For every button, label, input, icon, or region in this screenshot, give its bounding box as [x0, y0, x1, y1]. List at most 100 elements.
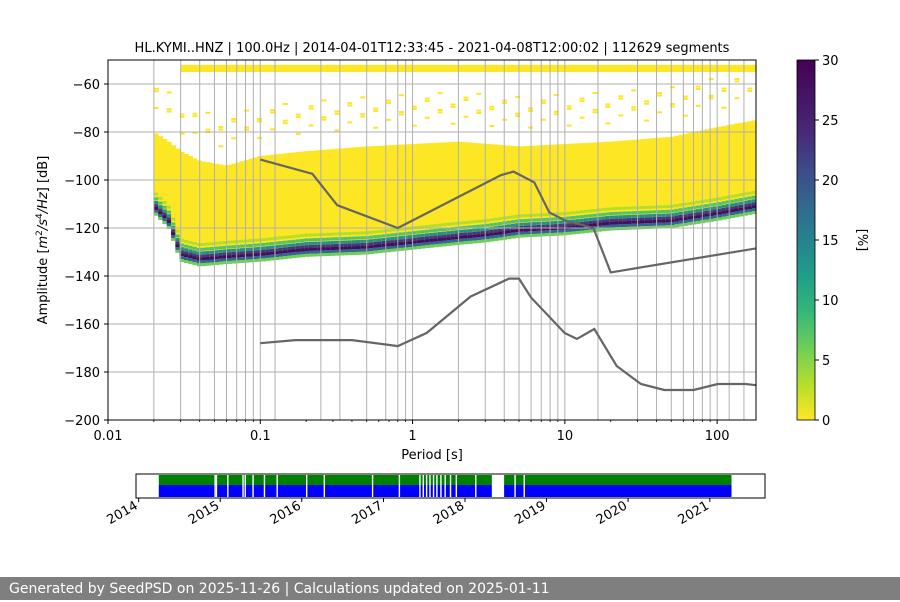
- density-scatter-cell: [605, 103, 611, 106]
- density-body-cell: [601, 141, 607, 225]
- density-mode-cell: [343, 243, 348, 247]
- noise-model-line-low: [260, 277, 756, 392]
- density-mode-cell: [751, 190, 756, 194]
- density-mode-cell: [519, 219, 525, 223]
- density-mode-cell: [308, 233, 314, 237]
- density-mode-cell: [381, 246, 387, 250]
- timeline-gap: [444, 475, 446, 497]
- density-scatter-cell: [153, 87, 159, 90]
- density-mode-cell: [295, 248, 301, 252]
- density-mode-cell: [730, 215, 736, 219]
- density-body-cell: [355, 147, 361, 249]
- density-mode-cell: [153, 207, 159, 210]
- timeline-gap: [425, 475, 428, 497]
- density-body-cell: [433, 142, 439, 241]
- density-mode-cell: [657, 219, 662, 223]
- density-mode-cell: [201, 260, 207, 264]
- density-mode-cell: [325, 241, 331, 245]
- density-mode-cell: [583, 221, 589, 225]
- density-mode-cell: [239, 257, 245, 261]
- density-body-cell: [463, 142, 469, 238]
- density-mode-cell: [321, 247, 327, 251]
- density-mode-cell: [209, 242, 215, 246]
- density-mode-cell: [433, 244, 439, 248]
- density-mode-cell: [291, 239, 297, 243]
- density-mode-cell: [459, 241, 465, 245]
- density-mode-cell: [295, 242, 301, 246]
- density-scatter-cell: [424, 100, 430, 103]
- density-mode-cell: [446, 234, 452, 238]
- density-mode-cell: [506, 230, 512, 234]
- density-mode-cell: [614, 227, 619, 231]
- density-scatter-cell: [437, 92, 443, 95]
- density-scatter-cell: [399, 94, 404, 97]
- density-mode-cell: [485, 227, 490, 231]
- density-mode-cell: [304, 253, 310, 257]
- density-mode-cell: [708, 218, 714, 222]
- colorbar-ticks: 0 5 10 15 20 25 30: [815, 54, 839, 429]
- density-mode-cell: [416, 225, 422, 229]
- density-mode-cell: [235, 254, 241, 258]
- density-mode-cell: [192, 242, 198, 246]
- density-body-cell: [257, 156, 262, 256]
- density-scatter-cell: [553, 113, 559, 116]
- density-mode-cell: [721, 207, 727, 211]
- density-mode-cell: [420, 233, 426, 237]
- density-mode-cell: [609, 215, 615, 219]
- density-scatter-cell: [360, 96, 366, 99]
- density-body-cell: [153, 133, 159, 210]
- density-scatter-cell: [644, 100, 650, 103]
- density-mode-cell: [472, 237, 478, 241]
- density-body-cell: [377, 145, 383, 247]
- density-top-band: [180, 64, 756, 72]
- density-mode-cell: [437, 232, 443, 236]
- density-mode-cell: [669, 204, 675, 208]
- density-mode-cell: [695, 215, 701, 219]
- density-mode-cell: [510, 223, 516, 227]
- density-mode-cell: [549, 232, 555, 236]
- density-mode-cell: [476, 240, 482, 244]
- density-mode-cell: [355, 236, 361, 240]
- density-mode-cell: [287, 240, 293, 244]
- density-mode-cell: [648, 223, 654, 226]
- timeline-gap: [323, 475, 326, 497]
- density-mode-cell: [386, 243, 391, 247]
- density-mode-cell: [575, 215, 581, 219]
- density-scatter-cell: [605, 105, 611, 108]
- density-mode-cell: [222, 255, 228, 259]
- density-scatter-cell: [631, 108, 637, 111]
- density-mode-cell: [618, 218, 624, 222]
- density-mode-cell: [721, 213, 727, 217]
- density-mode-cell: [476, 237, 482, 241]
- density-mode-cell: [312, 233, 318, 237]
- density-mode-cell: [751, 195, 756, 199]
- timeline-gap: [455, 475, 458, 497]
- density-body-cell: [605, 141, 611, 225]
- density-mode-cell: [708, 203, 714, 207]
- density-scatter-cell: [321, 99, 327, 102]
- density-body-cell: [338, 148, 344, 250]
- density-mode-cell: [390, 243, 396, 246]
- density-scatter-cell: [657, 94, 662, 97]
- density-mode-cell: [334, 249, 340, 253]
- density-mode-cell: [523, 222, 529, 226]
- density-mode-cell: [325, 252, 331, 256]
- density-mode-cell: [360, 236, 366, 240]
- density-mode-cell: [321, 233, 327, 236]
- density-mode-cell: [257, 255, 262, 259]
- density-mode-cell: [652, 205, 658, 209]
- density-mode-cell: [669, 209, 675, 213]
- density-mode-cell: [712, 218, 718, 222]
- density-mode-cell: [429, 224, 435, 228]
- density-mode-cell: [373, 241, 379, 245]
- density-scatter-cell: [437, 111, 443, 114]
- density-mode-cell: [592, 213, 598, 217]
- density-mode-cell: [614, 218, 619, 222]
- density-mode-cell: [682, 202, 688, 206]
- density-mode-cell: [631, 214, 637, 218]
- density-mode-cell: [712, 202, 718, 206]
- density-mode-cell: [175, 234, 181, 238]
- density-body-cell: [523, 146, 529, 232]
- density-mode-cell: [429, 238, 435, 242]
- density-scatter-cell: [411, 124, 417, 127]
